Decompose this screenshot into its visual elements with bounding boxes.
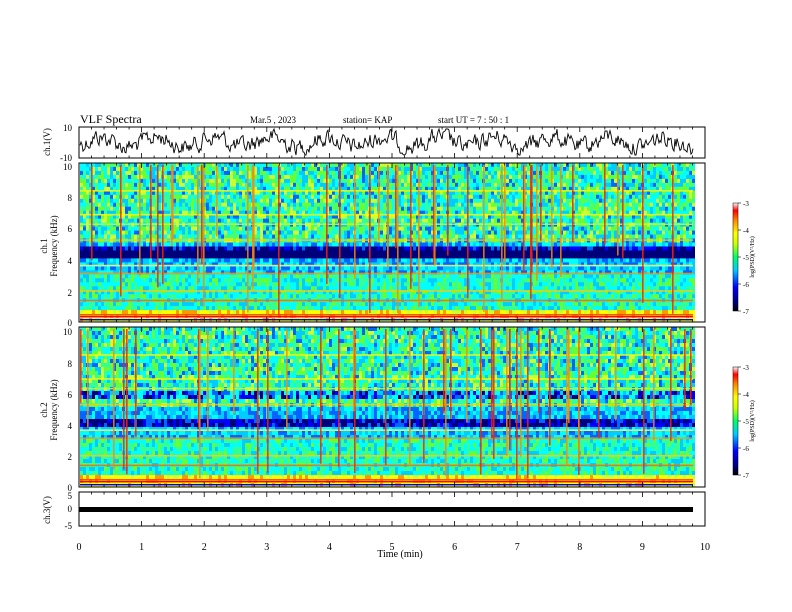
- ch1-spectrogram-panel: 10 8 6 4 2 0 ch.1Frequency (kHz): [39, 162, 706, 328]
- x-axis-label: Time (min): [377, 549, 422, 560]
- ch2-colorbar: -3 -4 -5 -6 -7 log(PSD)(V²/Hz): [732, 364, 756, 480]
- colorbar-gradient: [732, 202, 739, 312]
- x-tick-label: 7: [515, 542, 520, 553]
- ch2-ytick-8: 8: [68, 359, 73, 369]
- ch1-ytick-10: 10: [63, 162, 73, 172]
- ch1-waveform-ylabel: ch.1(V): [42, 128, 52, 156]
- x-tick-label: 0: [77, 542, 82, 553]
- ch2-ytick-4: 4: [68, 421, 73, 431]
- x-tick-label: 8: [577, 542, 582, 553]
- x-axis-ticks: [78, 127, 706, 526]
- ch1-waveform-ytick-bottom: -10: [60, 153, 72, 163]
- ch2-spectrogram-image: [79, 327, 705, 488]
- colorbar-tick-label: -6: [743, 281, 749, 289]
- ch3-waveform-ylabel: ch.3(V): [42, 496, 52, 524]
- x-tick-label: 5: [390, 542, 395, 553]
- ch3-ytick-0: 0: [68, 504, 73, 514]
- ch3-ytick-neg5: -5: [65, 521, 73, 531]
- ch1-colorbar: -3 -4 -5 -6 -7 log(PSD)(V²/Hz): [732, 200, 756, 316]
- ch1-waveform-trace: [79, 127, 694, 156]
- ch2-spectrogram-ylabel: ch.2Frequency (kHz): [39, 379, 59, 440]
- station-label: station= KAP: [343, 115, 392, 125]
- ch2-spectrogram-panel: 10 8 6 4 2 0 ch.2Frequency (kHz): [39, 326, 706, 493]
- colorbar-tick-label: -7: [743, 308, 749, 316]
- ch1-ytick-8: 8: [68, 193, 73, 203]
- ch1-waveform-panel: 10 -10 ch.1(V): [42, 123, 706, 163]
- colorbar-gradient: [732, 366, 739, 476]
- ch1-waveform-frame: [78, 126, 706, 159]
- x-tick-label: 2: [202, 542, 207, 553]
- ch2-ytick-0: 0: [68, 483, 73, 493]
- ch1-ytick-0: 0: [68, 318, 73, 328]
- colorbar-tick-label: -5: [743, 254, 749, 262]
- figure-title: VLF Spectra: [80, 112, 142, 126]
- colorbar-tick-label: -7: [743, 472, 749, 480]
- ch1-ytick-6: 6: [68, 224, 73, 234]
- x-tick-label: 6: [452, 542, 457, 553]
- start-ut-label: start UT = 7 : 50 : 1: [438, 115, 509, 125]
- ch1-ytick-4: 4: [68, 256, 73, 266]
- ch2-ytick-2: 2: [68, 452, 73, 462]
- ch1-spectrogram-image: [79, 163, 705, 323]
- x-tick-label: 1: [139, 542, 144, 553]
- date-label: Mar.5 , 2023: [250, 115, 296, 125]
- x-tick-label: 9: [640, 542, 645, 553]
- colorbar-tick-label: -4: [743, 227, 749, 235]
- ch3-ytick-5: 5: [68, 491, 73, 501]
- colorbar-label: log(PSD)(V²/Hz): [749, 400, 756, 441]
- x-tick-label: 3: [264, 542, 269, 553]
- colorbar-tick-label: -5: [743, 418, 749, 426]
- ch1-ytick-2: 2: [68, 288, 73, 298]
- colorbar-tick-label: -3: [743, 364, 749, 372]
- colorbar-tick-label: -6: [743, 445, 749, 453]
- ch1-waveform-ytick-top: 10: [63, 123, 73, 133]
- ch1-spectrogram-ylabel: ch.1Frequency (kHz): [39, 215, 59, 276]
- colorbar-tick-label: -3: [743, 200, 749, 208]
- x-axis-tick-labels: 0 1 2 3 4 5 6 7 8 9 10: [77, 542, 711, 553]
- colorbar-label: log(PSD)(V²/Hz): [749, 236, 756, 277]
- ch3-waveform-trace: [79, 507, 693, 512]
- x-tick-label: 4: [327, 542, 332, 553]
- x-tick-label: 10: [700, 542, 710, 553]
- colorbar-tick-label: -4: [743, 391, 749, 399]
- ch2-ytick-10: 10: [63, 327, 73, 337]
- ch3-waveform-panel: 5 0 -5 ch.3(V): [42, 491, 706, 531]
- ch2-ytick-6: 6: [68, 390, 73, 400]
